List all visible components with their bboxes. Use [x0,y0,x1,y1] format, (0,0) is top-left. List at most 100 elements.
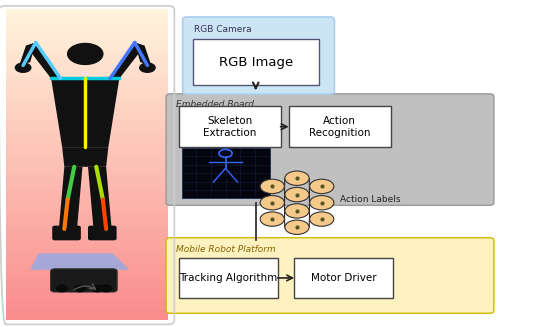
FancyBboxPatch shape [6,226,168,232]
FancyBboxPatch shape [6,86,168,93]
FancyBboxPatch shape [6,216,168,222]
Text: RGB Image: RGB Image [219,56,293,69]
Circle shape [285,171,309,185]
FancyBboxPatch shape [6,97,168,103]
Text: Skeleton
Extraction: Skeleton Extraction [203,116,256,138]
FancyBboxPatch shape [6,221,168,227]
FancyBboxPatch shape [6,71,168,77]
FancyBboxPatch shape [166,238,494,313]
FancyBboxPatch shape [6,211,168,217]
Circle shape [101,285,112,292]
Circle shape [57,285,68,292]
FancyBboxPatch shape [6,50,168,57]
FancyBboxPatch shape [6,19,168,26]
FancyBboxPatch shape [6,9,168,15]
FancyBboxPatch shape [6,66,168,72]
FancyBboxPatch shape [6,29,168,36]
Polygon shape [59,167,82,229]
Circle shape [92,285,103,292]
FancyBboxPatch shape [6,180,168,186]
FancyBboxPatch shape [182,148,270,198]
Circle shape [310,196,334,210]
FancyBboxPatch shape [6,55,168,61]
FancyBboxPatch shape [51,269,117,292]
Circle shape [310,179,334,194]
FancyBboxPatch shape [294,258,393,298]
FancyBboxPatch shape [88,226,117,240]
FancyBboxPatch shape [6,206,168,212]
FancyBboxPatch shape [6,40,168,46]
Circle shape [260,212,284,226]
FancyBboxPatch shape [6,148,168,155]
Text: RGB Camera: RGB Camera [194,25,251,34]
FancyBboxPatch shape [6,159,168,165]
FancyBboxPatch shape [6,35,168,41]
Polygon shape [30,253,129,270]
FancyBboxPatch shape [6,200,168,207]
Text: Action Labels: Action Labels [340,195,400,204]
Text: Motor Driver: Motor Driver [311,273,377,283]
FancyBboxPatch shape [289,106,390,147]
Text: Action
Recognition: Action Recognition [309,116,370,138]
FancyBboxPatch shape [6,242,168,248]
FancyBboxPatch shape [6,117,168,124]
Polygon shape [88,167,112,229]
Polygon shape [19,43,36,65]
FancyBboxPatch shape [6,175,168,181]
FancyBboxPatch shape [52,226,81,240]
Circle shape [68,43,103,64]
FancyBboxPatch shape [6,283,168,289]
FancyBboxPatch shape [6,169,168,176]
FancyBboxPatch shape [166,94,494,205]
FancyBboxPatch shape [6,314,168,320]
FancyBboxPatch shape [6,237,168,243]
FancyBboxPatch shape [6,45,168,51]
FancyBboxPatch shape [6,133,168,139]
Text: Embedded Board: Embedded Board [176,100,254,110]
FancyBboxPatch shape [6,144,168,150]
Polygon shape [26,43,60,78]
FancyBboxPatch shape [6,247,168,253]
FancyBboxPatch shape [6,107,168,113]
FancyBboxPatch shape [183,17,334,94]
FancyBboxPatch shape [6,60,168,67]
Polygon shape [110,43,145,78]
FancyBboxPatch shape [6,304,168,310]
FancyBboxPatch shape [6,76,168,82]
FancyBboxPatch shape [6,92,168,98]
Circle shape [285,187,309,202]
FancyBboxPatch shape [6,257,168,264]
FancyBboxPatch shape [179,106,280,147]
FancyBboxPatch shape [6,81,168,87]
Text: Tracking Algorithm: Tracking Algorithm [179,273,277,283]
FancyBboxPatch shape [6,232,168,238]
Circle shape [140,63,155,72]
FancyBboxPatch shape [6,252,168,258]
FancyBboxPatch shape [6,24,168,30]
FancyBboxPatch shape [6,138,168,145]
FancyBboxPatch shape [6,128,168,134]
Polygon shape [135,43,151,65]
FancyBboxPatch shape [6,102,168,108]
FancyBboxPatch shape [6,263,168,269]
FancyBboxPatch shape [6,123,168,129]
FancyBboxPatch shape [192,39,319,85]
Circle shape [260,179,284,194]
FancyBboxPatch shape [179,258,278,298]
FancyBboxPatch shape [6,268,168,274]
Circle shape [74,285,85,292]
FancyBboxPatch shape [6,309,168,315]
Circle shape [15,63,31,72]
FancyBboxPatch shape [6,273,168,279]
Circle shape [310,212,334,226]
Text: Mobile Robot Platform: Mobile Robot Platform [176,245,276,254]
Polygon shape [62,147,108,167]
FancyBboxPatch shape [6,278,168,284]
FancyBboxPatch shape [6,299,168,305]
Circle shape [260,196,284,210]
FancyBboxPatch shape [6,294,168,300]
FancyBboxPatch shape [6,112,168,119]
FancyBboxPatch shape [6,288,168,295]
Circle shape [285,220,309,234]
FancyBboxPatch shape [6,164,168,170]
